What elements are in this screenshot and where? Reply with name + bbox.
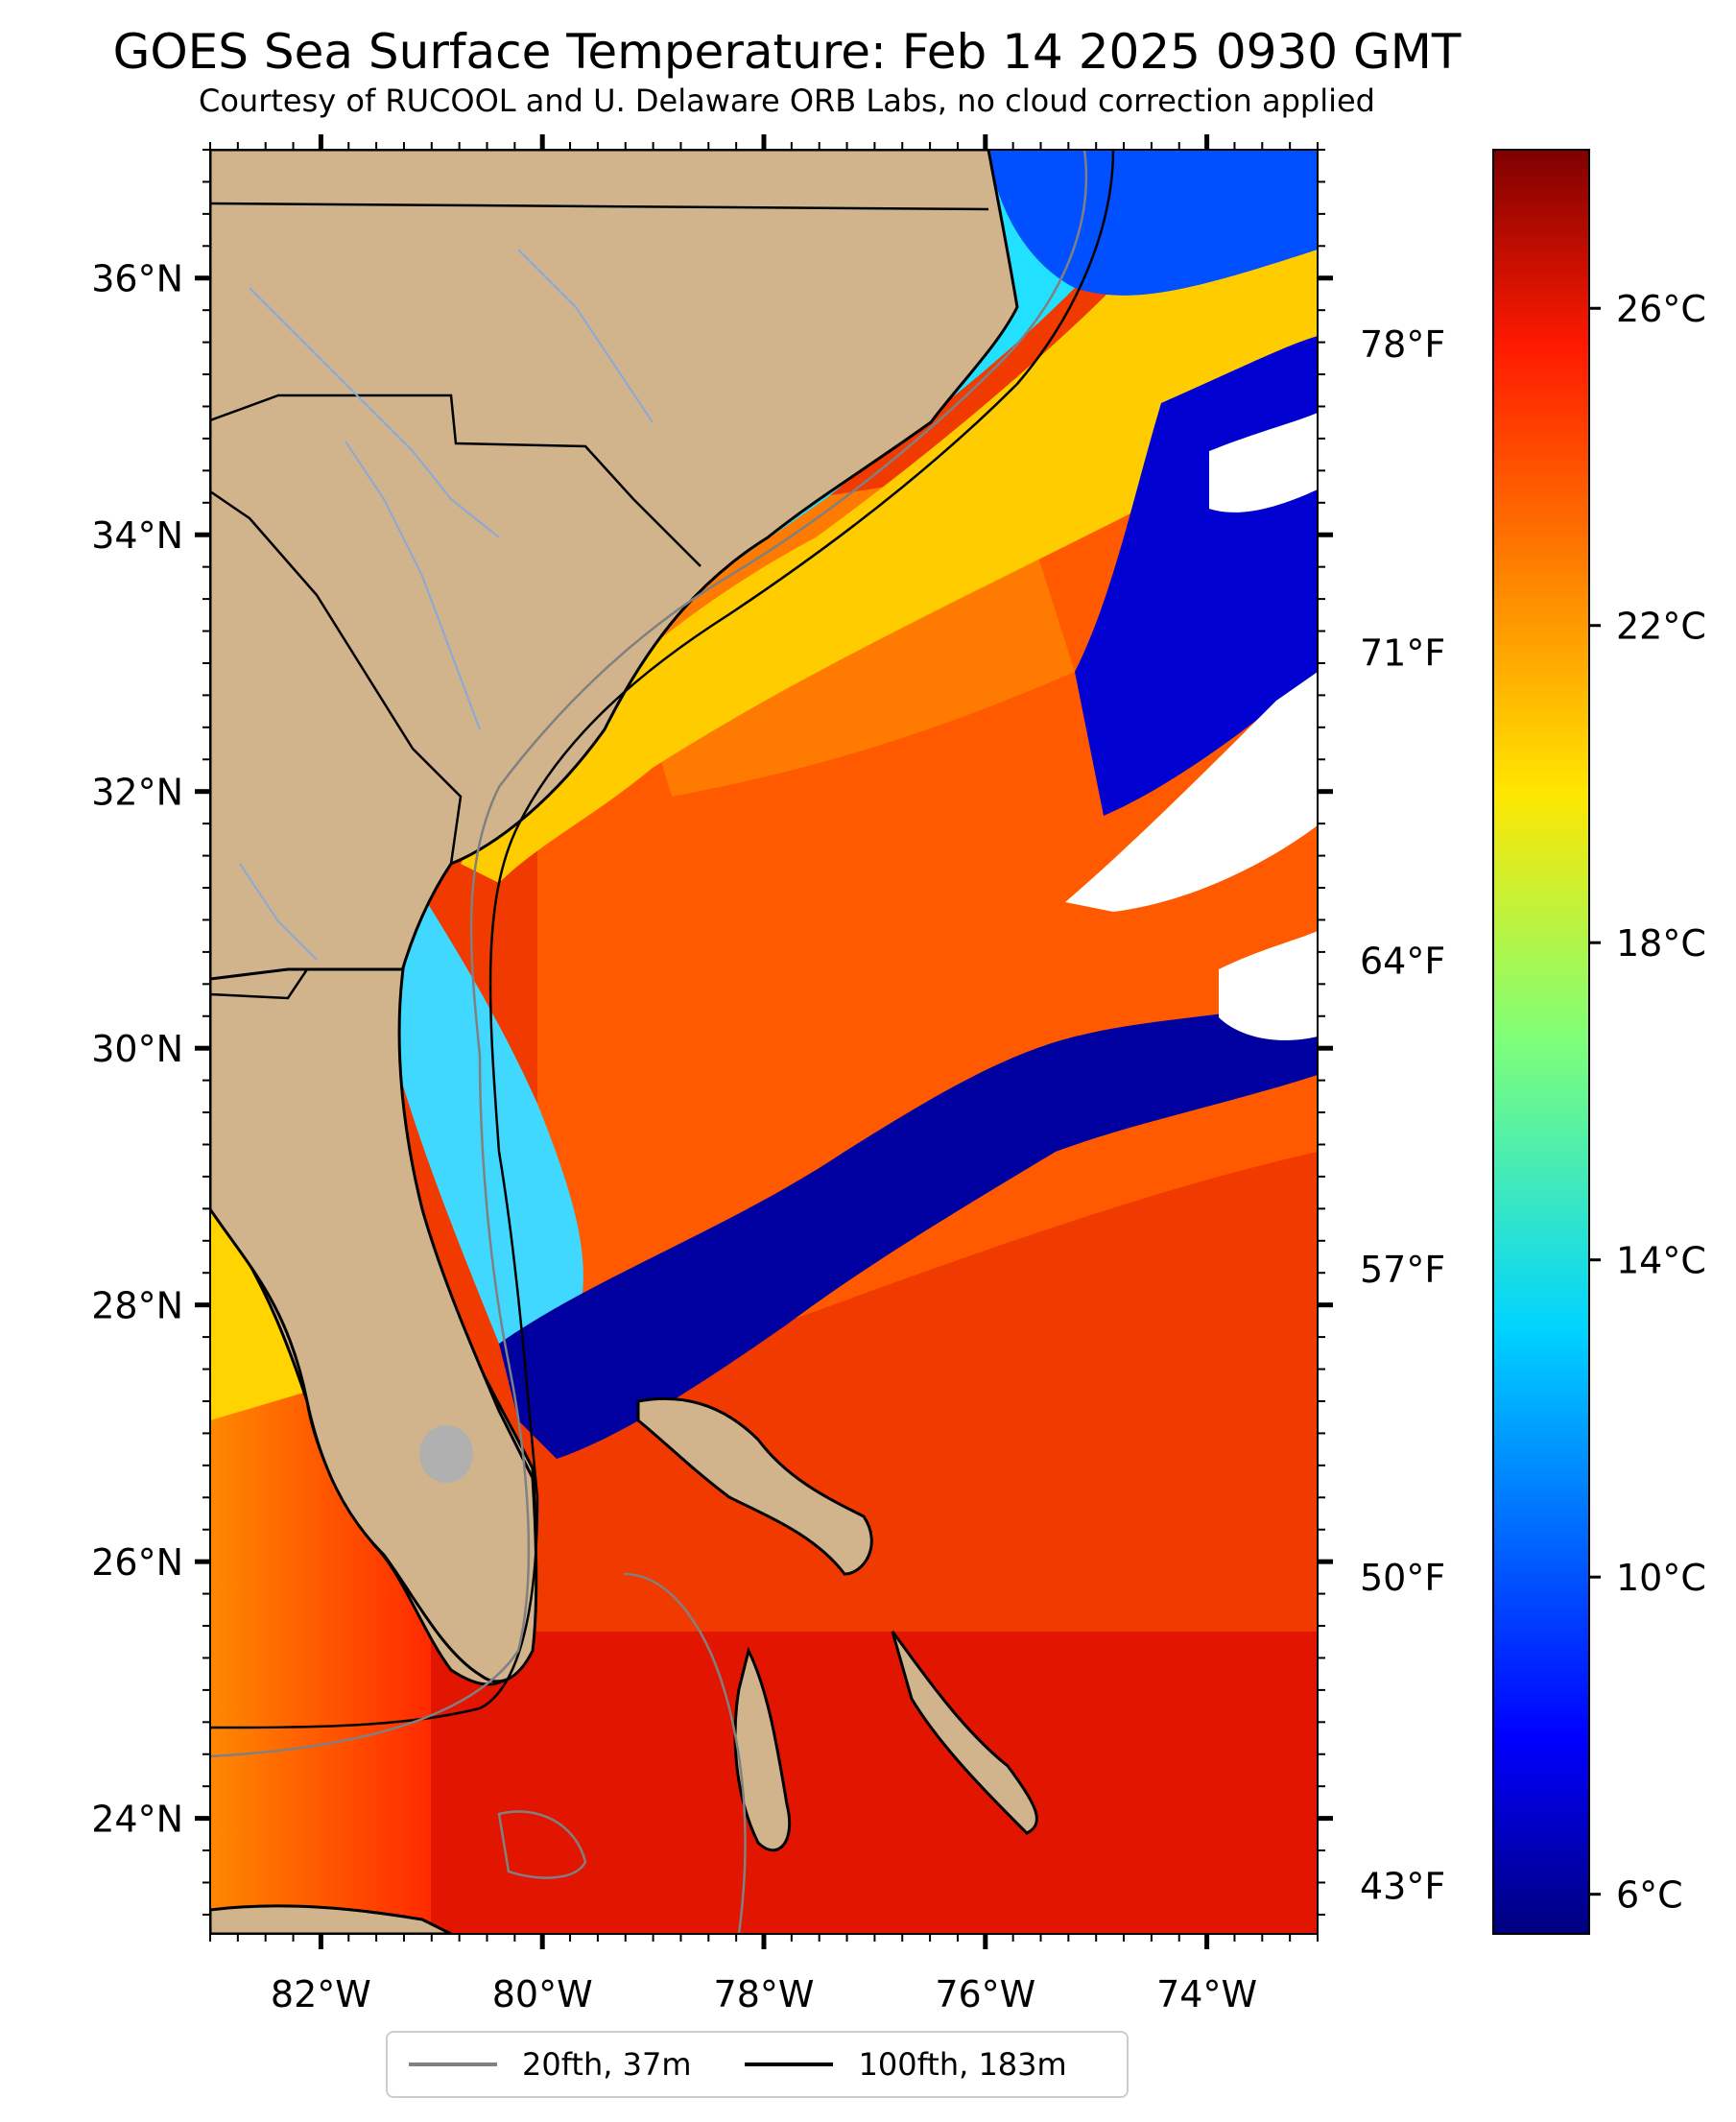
fahrenheit-tick-label: 43°F	[1360, 1866, 1445, 1908]
cloud-patch	[1065, 672, 1318, 912]
map-axes: 82°W 80°W 78°W 76°W 74°W 24°N 26°N 28°N 30°N 32°N…	[91, 134, 1445, 2015]
fahrenheit-tick-label: 71°F	[1360, 632, 1445, 674]
colorbar: 6°C 10°C 14°C 18°C 22°C 26°C	[1492, 149, 1706, 1935]
lon-tick-label: 80°W	[492, 1973, 593, 2015]
lat-tick-label: 34°N	[91, 514, 183, 557]
map-subtitle: Courtesy of RUCOOL and U. Delaware ORB L…	[199, 83, 1375, 119]
coastal-cool-water	[384, 864, 583, 1344]
shelf-break-front	[461, 150, 1318, 883]
celsius-tick-label: 22°C	[1616, 606, 1706, 648]
map-title: GOES Sea Surface Temperature: Feb 14 202…	[112, 24, 1462, 80]
cloud-patch	[1209, 413, 1318, 513]
state-border-ga-fl	[210, 967, 403, 1000]
fahrenheit-tick-label: 50°F	[1360, 1557, 1445, 1599]
legend-label: 100fth, 183m	[858, 2046, 1067, 2083]
river	[239, 863, 318, 961]
cloud-patch	[1219, 931, 1318, 1040]
cuba-coast	[210, 1904, 452, 1934]
isobath-20fth-bank	[497, 1810, 587, 1879]
sst-map	[210, 150, 1318, 1934]
lon-tick-label: 74°W	[1156, 1973, 1257, 2015]
celsius-tick-label: 10°C	[1616, 1557, 1706, 1599]
lon-tick-label: 76°W	[935, 1973, 1035, 2015]
fahrenheit-tick-label: 57°F	[1360, 1249, 1445, 1291]
bahamas-grand-bahama	[636, 1396, 873, 1576]
lon-tick-label: 82°W	[271, 1973, 371, 2015]
lat-tick-label: 26°N	[91, 1541, 183, 1584]
bahamas-andros	[733, 1646, 792, 1852]
cold-intrusion-band	[499, 998, 1318, 1459]
fahrenheit-tick-label: 64°F	[1360, 941, 1445, 983]
state-border-va-nc	[210, 202, 989, 211]
lake-okeechobee	[419, 1425, 473, 1483]
lon-tick-label: 78°W	[714, 1973, 815, 2015]
lat-tick-label: 32°N	[91, 772, 183, 814]
river	[345, 441, 481, 730]
celsius-tick-label: 26°C	[1616, 288, 1706, 330]
lat-tick-label: 36°N	[91, 258, 183, 300]
florida-peninsula	[210, 967, 538, 1683]
fahrenheit-tick-label: 78°F	[1360, 323, 1445, 366]
isobath-20fth-bahamas	[623, 1572, 747, 1934]
colorbar-gradient	[1492, 149, 1590, 1935]
isobath-legend: 20fth, 37m 100fth, 183m	[386, 2031, 1129, 2098]
lat-tick-label: 24°N	[91, 1799, 183, 1841]
river	[517, 249, 654, 423]
legend-item-20fth: 20fth, 37m	[409, 2046, 691, 2083]
celsius-tick-label: 14°C	[1616, 1240, 1706, 1282]
lat-tick-label: 30°N	[91, 1028, 183, 1070]
isobath-100fth	[210, 150, 1115, 1729]
legend-line-gray	[409, 2062, 497, 2066]
river	[249, 287, 500, 538]
legend-label: 20fth, 37m	[522, 2046, 692, 2083]
celsius-tick-label: 18°C	[1616, 922, 1706, 965]
lat-tick-label: 28°N	[91, 1285, 183, 1327]
legend-line-black	[745, 2062, 834, 2066]
state-border-nc-sc	[210, 393, 702, 567]
legend-item-100fth: 100fth, 183m	[745, 2046, 1067, 2083]
celsius-tick-label: 6°C	[1616, 1874, 1683, 1917]
isobath-20fth	[210, 150, 1088, 1758]
bahamas-exuma	[891, 1631, 1038, 1835]
state-border-sc-ga	[210, 489, 463, 865]
